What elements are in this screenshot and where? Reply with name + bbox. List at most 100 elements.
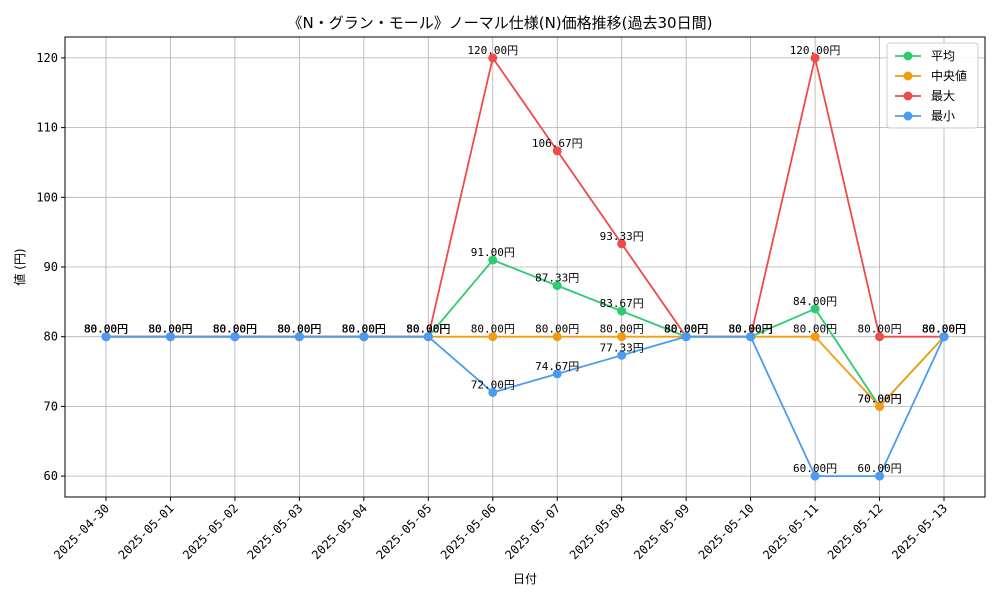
x-tick-label: 2025-05-11	[760, 501, 821, 562]
x-tick-label: 2025-05-10	[696, 501, 757, 562]
data-label: 80.00円	[729, 323, 773, 336]
legend-label: 最小	[931, 109, 955, 123]
data-label: 80.00円	[84, 323, 128, 336]
data-point	[810, 304, 820, 314]
data-label: 80.00円	[277, 323, 321, 336]
data-point	[488, 53, 498, 63]
data-label: 80.00円	[729, 323, 773, 336]
y-tick-label: 60	[44, 469, 58, 483]
data-point	[617, 332, 627, 342]
data-label: 80.00円	[729, 323, 773, 336]
data-point	[810, 332, 820, 342]
x-tick-label: 2025-05-04	[309, 501, 370, 562]
y-tick-label: 100	[36, 190, 58, 204]
data-label: 80.00円	[664, 323, 708, 336]
data-point	[617, 306, 627, 316]
data-point	[488, 332, 498, 342]
data-label: 80.00円	[471, 323, 515, 336]
chart-title: 《N・グラン・モール》ノーマル仕様(N)価格推移(過去30日間)	[287, 14, 713, 32]
data-label: 80.00円	[600, 323, 644, 336]
x-tick-label: 2025-05-08	[567, 501, 628, 562]
data-point	[875, 471, 885, 481]
data-label: 80.00円	[535, 323, 579, 336]
data-label: 80.00円	[664, 323, 708, 336]
x-tick-label: 2025-04-30	[51, 501, 112, 562]
data-point	[488, 387, 498, 397]
data-label: 87.33円	[535, 272, 579, 285]
data-label: 80.00円	[406, 323, 450, 336]
data-label: 80.00円	[922, 323, 966, 336]
data-point	[875, 332, 885, 342]
data-point	[552, 369, 562, 379]
data-point	[294, 332, 304, 342]
x-tick-label: 2025-05-09	[631, 501, 692, 562]
x-axis-label: 日付	[513, 572, 537, 586]
data-label: 80.00円	[84, 323, 128, 336]
legend-swatch-marker	[903, 71, 913, 81]
data-label: 80.00円	[664, 323, 708, 336]
data-label: 72.00円	[471, 378, 515, 391]
y-axis-label: 値 (円)	[12, 248, 27, 285]
legend-swatch-marker	[903, 91, 913, 101]
data-label: 80.00円	[84, 323, 128, 336]
data-point	[617, 239, 627, 249]
legend-label: 最大	[931, 89, 955, 103]
data-label: 60.00円	[857, 462, 901, 475]
data-label: 80.00円	[148, 323, 192, 336]
data-label: 120.00円	[790, 44, 841, 57]
data-label: 120.00円	[467, 44, 518, 57]
data-point	[617, 350, 627, 360]
data-label: 80.00円	[148, 323, 192, 336]
data-point	[746, 332, 756, 342]
x-tick-label: 2025-05-01	[116, 501, 177, 562]
data-label: 80.00円	[277, 323, 321, 336]
data-label: 93.33円	[600, 230, 644, 243]
data-label: 91.00円	[471, 246, 515, 259]
data-label: 80.00円	[84, 323, 128, 336]
data-label: 80.00円	[406, 323, 450, 336]
y-tick-label: 90	[44, 260, 58, 274]
data-label: 80.00円	[213, 323, 257, 336]
data-label: 84.00円	[793, 295, 837, 308]
data-point	[423, 332, 433, 342]
data-label: 70.00円	[857, 392, 901, 405]
data-label: 80.00円	[922, 323, 966, 336]
data-point	[810, 471, 820, 481]
data-point	[488, 255, 498, 265]
data-point	[552, 146, 562, 156]
data-point	[810, 53, 820, 63]
data-label: 80.00円	[342, 323, 386, 336]
data-label: 80.00円	[213, 323, 257, 336]
legend-label: 平均	[931, 49, 955, 63]
x-tick-label: 2025-05-13	[889, 501, 950, 562]
data-label: 83.67円	[600, 297, 644, 310]
data-label: 80.00円	[277, 323, 321, 336]
x-tick-label: 2025-05-06	[438, 501, 499, 562]
x-tick-label: 2025-05-07	[502, 501, 563, 562]
data-label: 60.00円	[793, 462, 837, 475]
y-tick-label: 120	[36, 51, 58, 65]
legend-label: 中央値	[931, 68, 967, 83]
data-label: 80.00円	[857, 323, 901, 336]
legend-swatch-marker	[903, 111, 913, 121]
data-label: 80.00円	[213, 323, 257, 336]
data-point	[939, 332, 949, 342]
data-label: 80.00円	[729, 323, 773, 336]
data-label: 74.67円	[535, 360, 579, 373]
data-label: 77.33円	[600, 341, 644, 354]
data-point	[875, 401, 885, 411]
data-label: 80.00円	[342, 323, 386, 336]
data-point	[165, 332, 175, 342]
data-label: 80.00円	[277, 323, 321, 336]
data-point	[681, 332, 691, 342]
series-line-4	[106, 335, 945, 477]
data-label: 80.00円	[406, 323, 450, 336]
y-tick-label: 70	[44, 399, 58, 413]
data-label: 80.00円	[342, 323, 386, 336]
data-label: 80.00円	[406, 323, 450, 336]
x-tick-label: 2025-05-05	[373, 501, 434, 562]
x-tick-label: 2025-05-12	[825, 501, 886, 562]
data-label: 80.00円	[148, 323, 192, 336]
